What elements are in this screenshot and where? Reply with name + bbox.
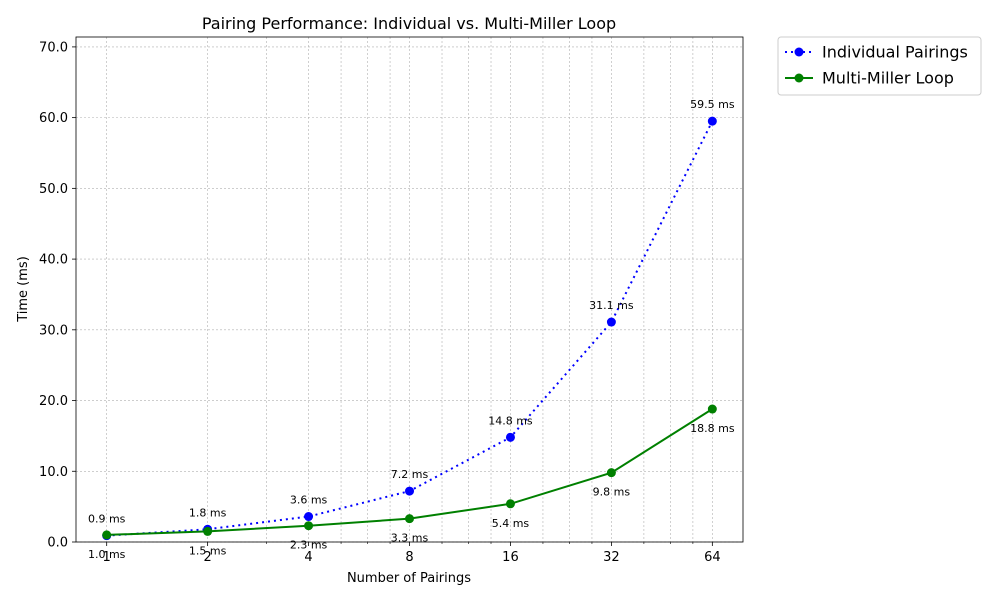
data-label: 3.6 ms <box>290 494 328 507</box>
data-point <box>203 526 213 536</box>
data-label: 3.3 ms <box>391 532 429 545</box>
y-axis-label: Time (ms) <box>16 256 31 323</box>
x-tick-label: 32 <box>603 550 620 565</box>
data-label: 5.4 ms <box>492 517 530 530</box>
legend-label: Individual Pairings <box>822 43 968 62</box>
y-tick-label: 40.0 <box>39 253 68 268</box>
legend-marker <box>794 73 804 83</box>
y-tick-label: 10.0 <box>39 465 68 480</box>
data-label: 31.1 ms <box>589 299 634 312</box>
data-point <box>606 468 616 478</box>
data-point <box>405 514 415 524</box>
data-point <box>102 530 112 540</box>
axes: 0.0 10.0 20.0 30.0 40.0 50.0 60.0 70.0 1 2 4 8 16 32 6… <box>39 36 744 565</box>
data-label: 2.3 ms <box>290 539 328 552</box>
grid <box>76 37 743 543</box>
x-axis-label: Number of Pairings <box>347 571 471 586</box>
legend-label: Multi-Miller Loop <box>822 69 954 88</box>
x-tick-label: 1 <box>103 550 111 565</box>
data-label: 1.0 ms <box>88 548 126 561</box>
data-point <box>606 317 616 327</box>
series-layer <box>102 116 717 541</box>
y-tick-label: 0.0 <box>47 536 68 551</box>
chart-title: Pairing Performance: Individual vs. Mult… <box>202 14 616 33</box>
y-tick-label: 30.0 <box>39 323 68 338</box>
data-labels: 0.9 ms 1.8 ms 3.6 ms 7.2 ms 14.8 ms 31.1 ms 59… <box>88 98 735 561</box>
legend: Individual Pairings Multi-Miller Loop <box>777 36 982 96</box>
y-tick-label: 70.0 <box>39 40 68 55</box>
y-tick-label: 60.0 <box>39 111 68 126</box>
data-label: 1.8 ms <box>189 506 227 519</box>
x-tick-label: 64 <box>704 550 721 565</box>
data-label: 59.5 ms <box>690 98 735 111</box>
data-point <box>505 432 515 442</box>
x-tick-label: 16 <box>502 550 519 565</box>
legend-box <box>777 36 982 96</box>
y-tick-label: 50.0 <box>39 182 68 197</box>
data-label: 18.8 ms <box>690 422 735 435</box>
data-label: 0.9 ms <box>88 513 126 526</box>
data-label: 14.8 ms <box>488 414 533 427</box>
data-label: 9.8 ms <box>593 486 631 499</box>
x-tick-label: 2 <box>203 550 211 565</box>
legend-marker <box>794 47 804 57</box>
data-point <box>304 512 314 522</box>
data-point <box>505 499 515 509</box>
data-point <box>707 116 717 126</box>
y-tick-label: 20.0 <box>39 394 68 409</box>
x-tick-label: 4 <box>304 550 312 565</box>
data-point <box>707 404 717 414</box>
x-tick-label: 8 <box>405 550 413 565</box>
plot-frame <box>75 36 744 543</box>
data-label: 7.2 ms <box>391 468 429 481</box>
data-point <box>405 486 415 496</box>
data-point <box>304 521 314 531</box>
data-label: 1.5 ms <box>189 544 227 557</box>
